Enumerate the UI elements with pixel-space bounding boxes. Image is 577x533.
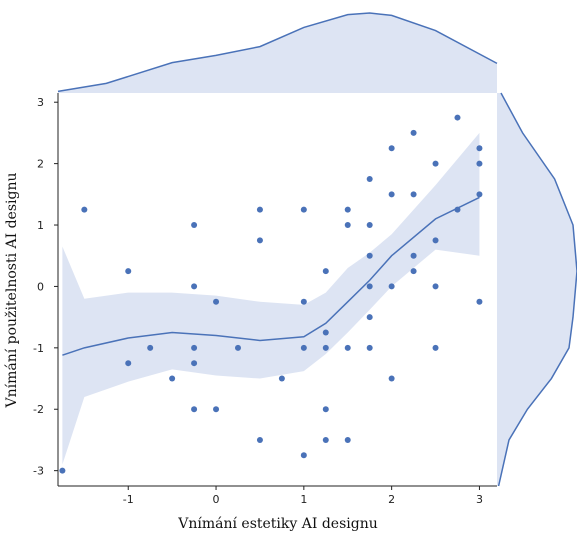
data-point	[344, 222, 351, 229]
data-point	[147, 344, 154, 351]
data-point	[476, 145, 483, 152]
data-point	[213, 298, 220, 305]
data-point	[125, 268, 132, 275]
data-point	[322, 344, 329, 351]
smooth-fit-line	[62, 196, 480, 356]
data-point	[432, 237, 439, 244]
y-axis-title: Vnímání použitelnosti AI designu	[4, 173, 20, 409]
data-point	[278, 375, 285, 382]
x-tick-label: 1	[300, 493, 307, 506]
x-tick-label: 3	[476, 493, 483, 506]
data-point	[366, 314, 373, 321]
data-point	[388, 283, 395, 290]
right-density-fill	[497, 93, 577, 486]
data-point	[344, 436, 351, 443]
data-point	[388, 191, 395, 198]
x-axis-title: Vnímání estetiky AI designu	[177, 516, 378, 532]
data-point	[169, 375, 176, 382]
y-tick-label: -1	[33, 342, 44, 355]
data-point	[344, 344, 351, 351]
data-point	[256, 436, 263, 443]
data-point	[432, 344, 439, 351]
right-density-line	[497, 92, 577, 487]
data-point	[366, 222, 373, 229]
data-point	[476, 298, 483, 305]
top-density-line	[57, 12, 498, 93]
data-point	[410, 191, 417, 198]
data-point	[322, 406, 329, 413]
data-point	[256, 206, 263, 213]
data-point	[432, 160, 439, 167]
confidence-band	[62, 132, 480, 465]
data-point	[366, 344, 373, 351]
y-ticks: -3 -2 -1 0 1 2 3	[33, 96, 58, 478]
data-point	[213, 406, 220, 413]
data-points	[59, 114, 483, 474]
data-point	[322, 268, 329, 275]
data-point	[410, 268, 417, 275]
data-point	[366, 252, 373, 259]
scatter-panel: -1 0 1 2 3 -3 -2 -1 0 1 2 3	[33, 93, 497, 506]
y-tick-label: 2	[37, 158, 44, 171]
data-point	[300, 344, 307, 351]
data-point	[191, 360, 198, 367]
data-point	[256, 237, 263, 244]
data-point	[366, 175, 373, 182]
top-density-panel	[57, 12, 498, 93]
x-tick-label: 0	[213, 493, 220, 506]
y-tick-label: 1	[37, 219, 44, 232]
data-point	[191, 344, 198, 351]
data-point	[322, 436, 329, 443]
top-density-fill	[58, 13, 497, 93]
data-point	[366, 283, 373, 290]
data-point	[410, 129, 417, 136]
x-tick-label: 2	[388, 493, 395, 506]
data-point	[191, 283, 198, 290]
y-tick-label: 3	[37, 96, 44, 109]
y-tick-label: -3	[33, 465, 44, 478]
data-point	[322, 329, 329, 336]
data-point	[388, 145, 395, 152]
data-point	[300, 206, 307, 213]
data-point	[388, 375, 395, 382]
data-point	[234, 344, 241, 351]
right-density-panel	[497, 92, 577, 487]
data-point	[476, 160, 483, 167]
data-point	[344, 206, 351, 213]
data-point	[432, 283, 439, 290]
data-point	[410, 252, 417, 259]
x-tick-label: -1	[123, 493, 134, 506]
data-point	[191, 222, 198, 229]
data-point	[81, 206, 88, 213]
data-point	[59, 467, 66, 474]
y-tick-label: 0	[37, 280, 44, 293]
data-point	[191, 406, 198, 413]
data-point	[125, 360, 132, 367]
data-point	[476, 191, 483, 198]
data-point	[300, 298, 307, 305]
x-ticks: -1 0 1 2 3	[123, 486, 483, 506]
y-tick-label: -2	[33, 403, 44, 416]
data-point	[454, 114, 461, 121]
data-point	[300, 452, 307, 459]
